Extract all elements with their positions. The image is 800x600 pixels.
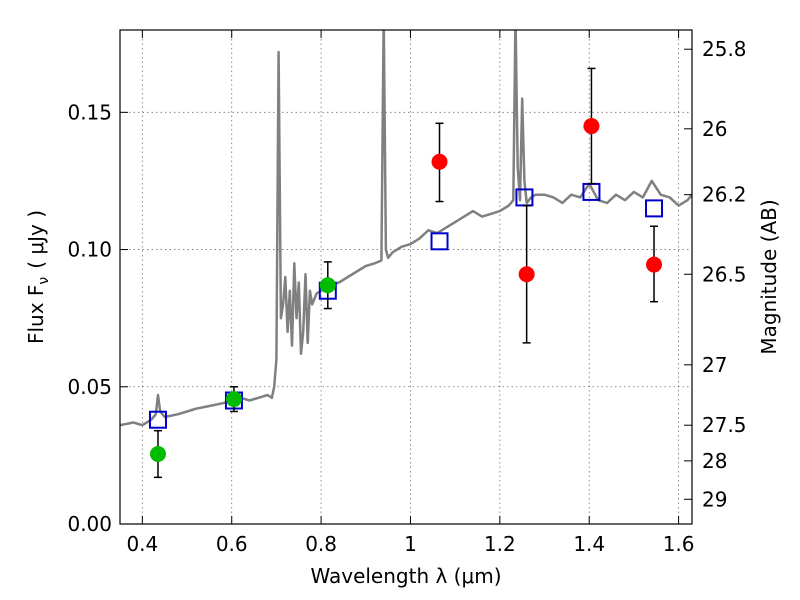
right-tick-label: 26: [702, 117, 727, 141]
y-axis-title-right: Magnitude (AB): [757, 199, 781, 354]
x-tick-label: 1: [404, 532, 417, 556]
x-tick-label: 1.4: [573, 532, 605, 556]
grid: [120, 30, 692, 525]
model-square-marker: [645, 199, 664, 218]
observed-flux-point: [583, 118, 600, 135]
observed-flux-point: [431, 153, 448, 170]
model-spectrum-line: [120, 30, 692, 427]
model-square-marker: [148, 410, 167, 429]
axis-ticks: 0.4 0.6 0.8 1 1.2 1.4 1.6 0.00 0.05 0.10 0.15 25.8 2…: [67, 30, 747, 556]
plot-frame: [119, 29, 693, 525]
observed-flux-point: [646, 256, 663, 273]
y-tick-label: 0.00: [67, 512, 112, 536]
x-tick-label: 1.6: [663, 532, 695, 556]
x-axis-title: Wavelength λ (μm): [310, 564, 501, 588]
observed-flux-point: [149, 446, 166, 463]
x-tick-label: 0.8: [305, 532, 337, 556]
observed-flux-point: [518, 266, 535, 283]
model-square-marker: [430, 232, 449, 251]
right-tick-label: 27: [702, 353, 727, 377]
photometry-markers: [148, 67, 664, 479]
right-tick-label: 26.5: [702, 262, 747, 286]
right-tick-label: 26.2: [702, 183, 747, 207]
observed-flux-point: [225, 391, 242, 408]
observed-flux-point: [319, 277, 336, 294]
right-tick-label: 27.5: [702, 413, 747, 437]
model-spectrum-polyline: [120, 30, 692, 427]
y-axis-title-left-main: Flux F: [24, 285, 48, 344]
x-tick-label: 0.4: [126, 532, 158, 556]
x-tick-label: 1.2: [484, 532, 516, 556]
x-tick-label: 0.6: [216, 532, 248, 556]
y-tick-label: 0.10: [67, 238, 112, 262]
y-tick-label: 0.15: [67, 100, 112, 124]
y-axis-title-left-unit: ( μJy ): [24, 210, 48, 269]
y-axis-title-left: Flux Fν ( μJy ): [24, 210, 52, 344]
right-tick-label: 29: [702, 487, 727, 511]
right-tick-label: 28: [702, 449, 727, 473]
right-tick-label: 25.8: [702, 37, 747, 61]
y-tick-label: 0.05: [67, 375, 112, 399]
y-axis-title-left-sub: ν: [36, 277, 52, 285]
